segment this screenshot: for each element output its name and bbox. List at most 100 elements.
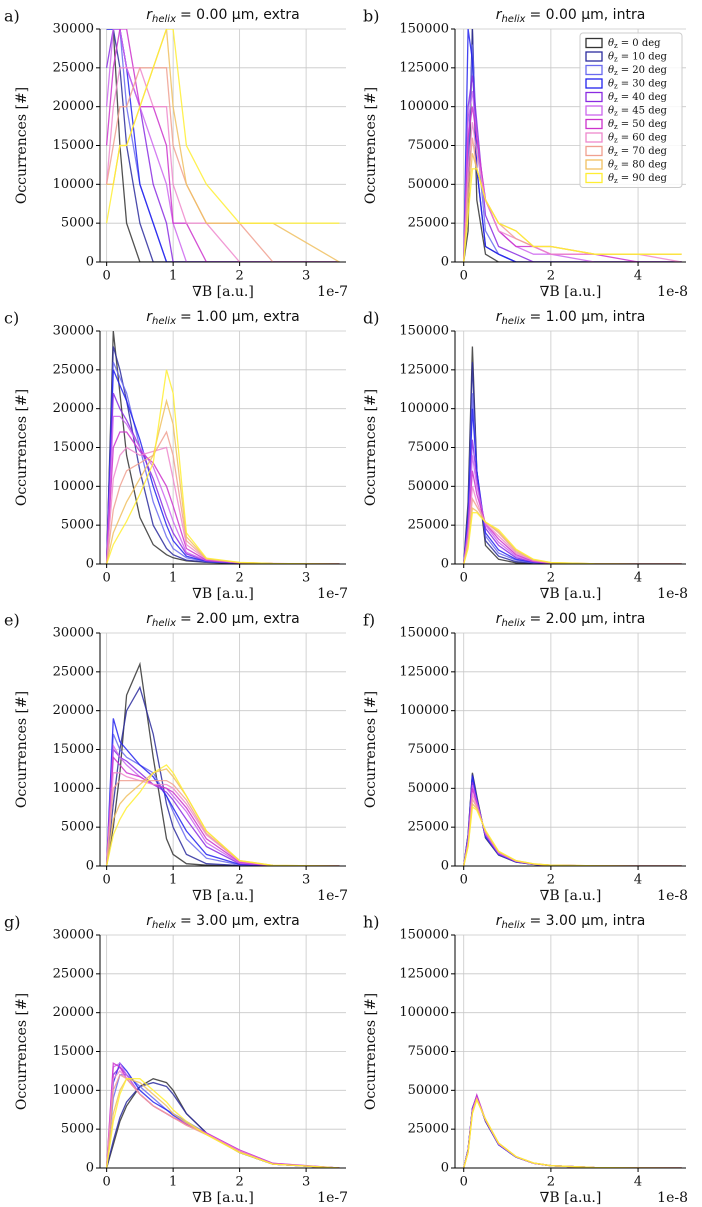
x-tick-label: 0 [460,873,468,888]
legend-subscript: z [614,123,618,131]
series-line [105,29,340,224]
chart-title: rhelix = 3.00 µm, extra [146,913,299,931]
panel: 0 25000 50000 75000 100000 125000 150000 0 2 4 d) r… [363,309,688,603]
x-tick-label: 2 [547,269,555,284]
x-offset-label: 1e-7 [317,888,348,904]
x-tick-label: 0 [103,269,111,284]
legend-name: = 60 deg [621,132,668,143]
legend-label: θz = 80 deg [608,159,668,172]
x-tick-label: 3 [302,873,310,888]
y-tick-label: 150000 [399,324,449,339]
series-line [105,768,340,866]
legend-symbol: θ [608,38,614,49]
series-line [463,794,682,866]
panel: 0 5000 10000 15000 20000 25000 30000 0 1 2 3 g) rhel… [4,913,348,1207]
series-line [463,797,682,866]
title-text: = 3.00 µm, extra [180,913,300,929]
legend-swatch [585,145,603,157]
y-tick-label: 125000 [399,966,449,981]
title-text: = 2.00 µm, intra [529,611,645,627]
x-tick-label: 2 [235,1175,243,1190]
x-tick-label: 2 [547,571,555,586]
series-line [105,764,340,866]
series-line [463,1094,682,1168]
chart-title: rhelix = 0.00 µm, extra [146,7,299,25]
title-symbol: r [146,309,153,325]
x-offset-label: 1e-7 [317,586,348,602]
legend-symbol: θ [608,105,614,116]
title-symbol: r [146,611,153,627]
series-line [463,439,682,564]
y-axis-label: Occurrences [#] [14,389,30,506]
y-axis-label: Occurrences [#] [363,691,379,808]
x-tick-label: 2 [547,1175,555,1190]
y-tick-label: 125000 [399,60,449,75]
plot-area [105,29,340,262]
x-tick-label: 0 [460,269,468,284]
series-line [463,805,682,866]
y-tick-label: 15000 [53,138,94,153]
legend-subscript: z [614,83,618,91]
title-subscript: helix [501,920,525,931]
legend-symbol: θ [608,51,614,62]
x-offset-label: 1e-8 [657,586,688,602]
series-line [105,398,340,564]
series-line [105,67,340,262]
legend-name: = 80 deg [621,159,668,170]
series-line [463,1094,682,1168]
legend-name: = 20 deg [621,65,668,76]
legend-subscript: z [614,150,618,158]
y-tick-label: 50000 [408,177,449,192]
y-tick-label: 25000 [53,966,94,981]
legend-label: θz = 45 deg [608,105,668,118]
y-tick-label: 10000 [53,177,94,192]
y-tick-label: 75000 [408,1044,449,1059]
series-line [105,685,340,866]
panel: 0 25000 50000 75000 100000 125000 150000 0 2 4 f) r… [363,611,688,905]
y-tick-label: 150000 [399,22,449,37]
x-tick-label: 3 [302,571,310,586]
y-axis-label: Occurrences [#] [14,87,30,204]
x-axis-label: ∇B [a.u.] [192,1190,254,1206]
legend-swatch [585,172,603,184]
series-line [105,1074,340,1168]
x-offset-label: 1e-8 [657,284,688,300]
title-symbol: r [496,913,503,929]
series-line [463,1095,682,1168]
series-line [105,1073,340,1168]
title-subscript: helix [152,618,176,629]
legend-subscript: z [614,177,618,185]
title-symbol: r [146,7,153,23]
x-tick-label: 4 [634,571,642,586]
legend-box [579,32,683,188]
x-tick-label: 4 [634,1175,642,1190]
panel-label: h) [363,913,380,932]
series-line [105,1061,340,1168]
x-tick-label: 3 [302,269,310,284]
series-line [105,446,340,564]
legend-label: θz = 10 deg [608,51,668,64]
legend-swatch [585,118,603,130]
y-tick-label: 10000 [53,781,94,796]
legend-symbol: θ [608,173,614,184]
title-symbol: r [496,611,503,627]
panel-label: b) [363,7,379,26]
series-line [105,718,340,866]
legend-subscript: z [614,164,618,172]
panel: 0 25000 50000 75000 100000 125000 150000 0 2 4 b) r… [363,7,688,301]
y-tick-label: 15000 [53,440,94,455]
y-tick-label: 20000 [53,1005,94,1020]
x-offset-label: 1e-8 [657,1190,688,1206]
x-tick-label: 2 [235,269,243,284]
y-tick-label: 0 [441,859,449,874]
y-tick-label: 0 [441,255,449,270]
legend-label: θz = 20 deg [608,65,668,78]
y-tick-label: 0 [86,557,94,572]
legend-swatch [585,132,603,143]
chart-title: rhelix = 1.00 µm, extra [146,309,299,327]
series-line [463,802,682,866]
series-line [463,106,682,262]
title-text: = 1.00 µm, intra [529,309,645,325]
y-axis-label: Occurrences [#] [363,389,379,506]
